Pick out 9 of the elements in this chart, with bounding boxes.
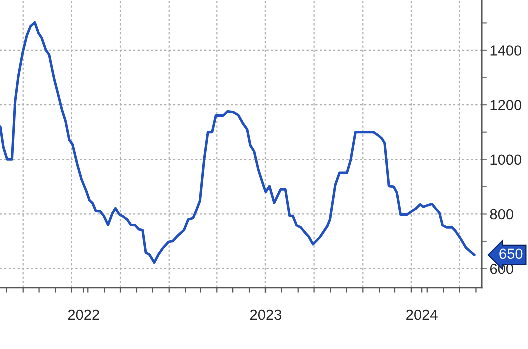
- y-tick-label: 1000: [490, 154, 522, 166]
- annotation: 650: [500, 248, 523, 260]
- x-tick-label: 2023: [250, 310, 282, 320]
- x-tick-label: 2024: [406, 310, 438, 320]
- y-tick-label: 1200: [490, 100, 522, 110]
- y-tick-label: 800: [490, 209, 514, 220]
- line-series: [0, 21, 476, 264]
- y-tick-label: 1400: [490, 46, 522, 56]
- x-tick-label: 2022: [68, 310, 100, 320]
